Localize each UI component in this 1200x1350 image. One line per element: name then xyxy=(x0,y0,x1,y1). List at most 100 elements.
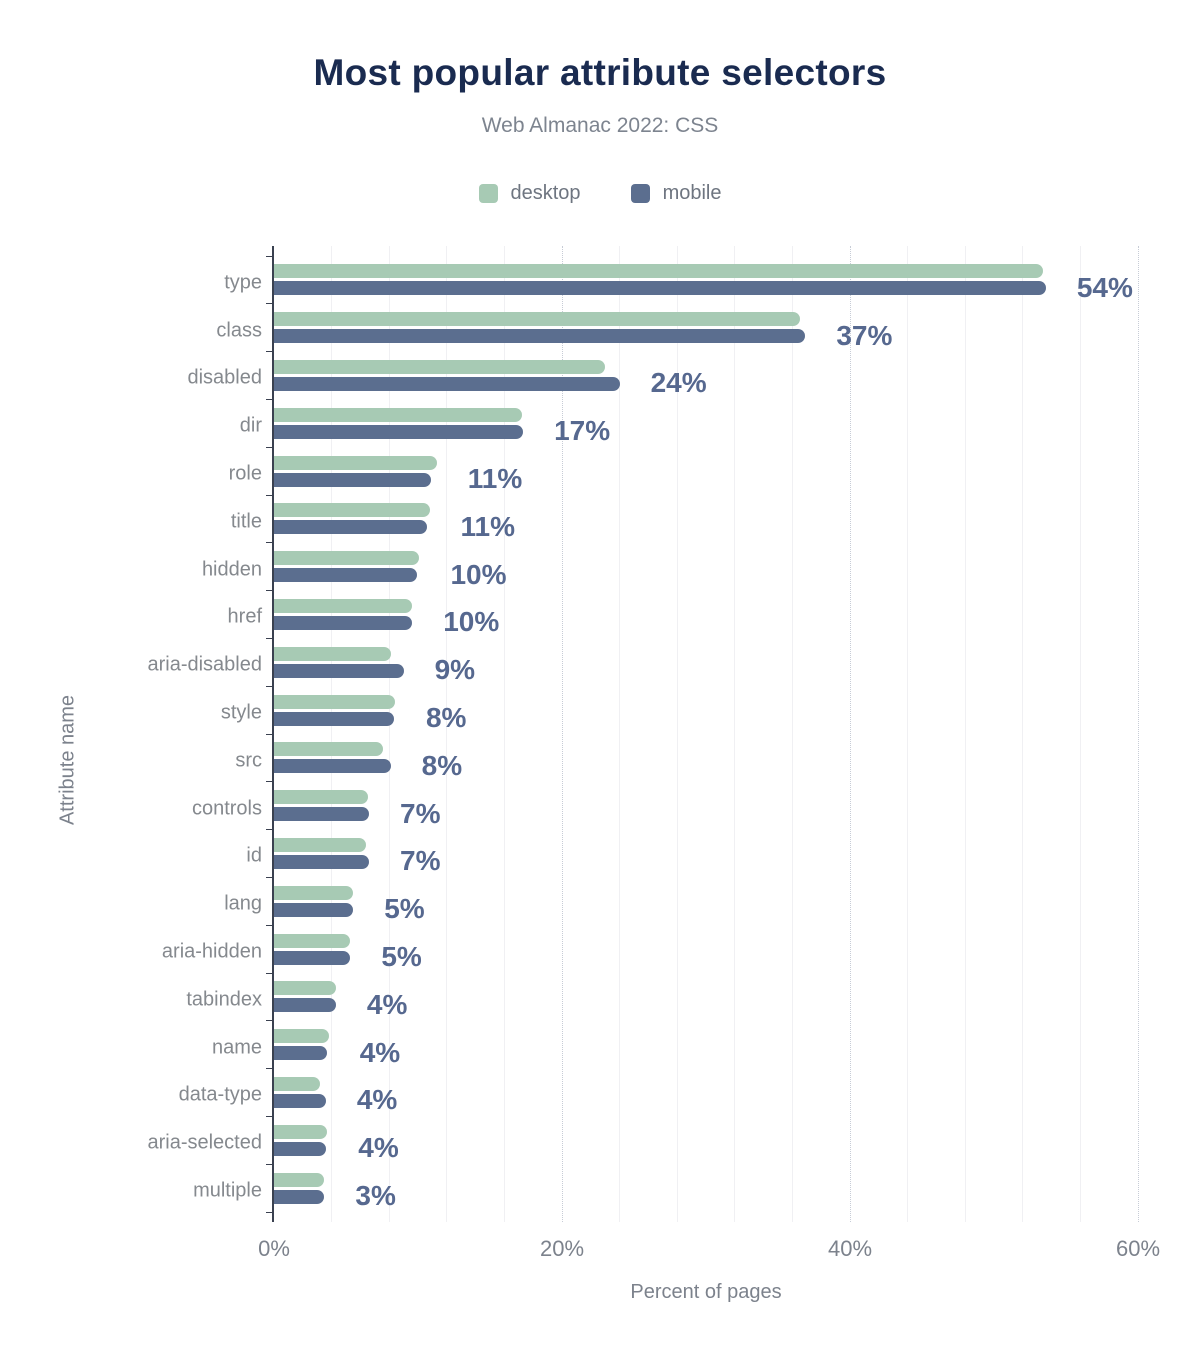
category-label: src xyxy=(235,749,262,772)
category-label: data-type xyxy=(178,1083,262,1106)
category-label: aria-disabled xyxy=(147,653,262,676)
category-label: hidden xyxy=(201,558,262,581)
value-label: 3% xyxy=(355,1180,396,1212)
bar-group-src: src 8% xyxy=(235,734,1138,782)
desktop-bar[interactable] xyxy=(274,312,800,327)
category-label: lang xyxy=(224,892,262,915)
minor-gridline xyxy=(791,246,793,1222)
legend-item-mobile[interactable]: mobile xyxy=(630,182,722,205)
mobile-bar[interactable] xyxy=(274,520,427,535)
y-axis-tick xyxy=(266,972,272,974)
bar-group-id: id 7% xyxy=(246,830,1138,878)
legend-item-desktop[interactable]: desktop xyxy=(478,182,581,205)
value-label: 8% xyxy=(421,749,463,781)
minor-gridline xyxy=(1079,246,1081,1222)
y-axis-tick xyxy=(266,446,272,448)
mobile-bar[interactable] xyxy=(274,376,620,391)
desktop-bar[interactable] xyxy=(274,359,606,374)
legend: desktop mobile xyxy=(0,182,1200,205)
y-axis-tick xyxy=(266,1163,272,1165)
y-axis-tick xyxy=(266,733,272,735)
mobile-bar[interactable] xyxy=(274,472,431,487)
desktop-bar[interactable] xyxy=(274,407,522,422)
minor-gridline xyxy=(907,246,909,1222)
mobile-bar[interactable] xyxy=(274,1141,326,1156)
value-label: 4% xyxy=(358,1132,399,1164)
desktop-bar[interactable] xyxy=(274,551,420,566)
value-label: 37% xyxy=(836,319,893,351)
mobile-bar[interactable] xyxy=(274,998,336,1013)
y-axis-tick xyxy=(266,255,272,257)
category-label: id xyxy=(246,844,262,867)
desktop-bar[interactable] xyxy=(274,790,368,805)
desktop-bar[interactable] xyxy=(274,742,384,757)
mobile-bar[interactable] xyxy=(274,663,404,678)
desktop-bar[interactable] xyxy=(274,1029,329,1044)
desktop-bar[interactable] xyxy=(274,264,1043,279)
mobile-bar[interactable] xyxy=(274,281,1046,296)
desktop-bar[interactable] xyxy=(274,1172,325,1187)
category-label: href xyxy=(227,605,262,628)
mobile-bar[interactable] xyxy=(274,1093,326,1108)
category-label: disabled xyxy=(187,366,262,389)
bar-group-multiple: multiple 3% xyxy=(193,1164,1138,1212)
desktop-bar[interactable] xyxy=(274,455,437,470)
y-axis-tick xyxy=(266,685,272,687)
y-axis-title: Attribute name xyxy=(56,694,79,826)
desktop-bar[interactable] xyxy=(274,1124,328,1139)
desktop-bar[interactable] xyxy=(274,981,336,996)
mobile-bar[interactable] xyxy=(274,902,354,917)
y-axis-tick xyxy=(266,494,272,496)
category-label: class xyxy=(216,319,262,342)
mobile-bar[interactable] xyxy=(274,854,370,869)
desktop-bar[interactable] xyxy=(274,646,391,661)
category-label: type xyxy=(224,271,262,294)
desktop-bar[interactable] xyxy=(274,837,367,852)
legend-label-mobile: mobile xyxy=(662,182,722,204)
x-axis-tick-label: 20% xyxy=(539,1236,585,1261)
minor-gridline xyxy=(734,246,736,1222)
category-label: title xyxy=(230,510,262,533)
minor-gridline xyxy=(331,246,333,1222)
y-axis-tick xyxy=(266,637,272,639)
mobile-bar[interactable] xyxy=(274,424,524,439)
value-label: 54% xyxy=(1076,271,1133,303)
bar-group-class: class 37% xyxy=(216,304,1138,352)
category-label: role xyxy=(228,462,262,485)
mobile-bar[interactable] xyxy=(274,329,806,344)
desktop-bar[interactable] xyxy=(274,503,430,518)
minor-gridline xyxy=(1022,246,1024,1222)
bar-group-role: role 11% xyxy=(229,447,1138,495)
bar-group-href: href 10% xyxy=(228,591,1138,639)
mobile-bar[interactable] xyxy=(274,1046,328,1061)
desktop-bar[interactable] xyxy=(274,1076,321,1091)
mobile-bar[interactable] xyxy=(274,568,417,583)
y-axis-tick xyxy=(266,1211,272,1213)
bar-group-tabindex: tabindex 4% xyxy=(186,973,1138,1021)
bar-group-aria-selected: aria-selected 4% xyxy=(147,1116,1138,1164)
mobile-bar[interactable] xyxy=(274,807,370,822)
minor-gridline xyxy=(964,246,966,1222)
category-label: controls xyxy=(191,797,262,820)
minor-gridline xyxy=(388,246,390,1222)
minor-gridline xyxy=(619,246,621,1222)
desktop-bar[interactable] xyxy=(274,885,354,900)
desktop-bar[interactable] xyxy=(274,933,351,948)
mobile-bar[interactable] xyxy=(274,615,413,630)
value-label: 8% xyxy=(425,702,467,734)
value-label: 10% xyxy=(450,558,507,590)
value-label: 11% xyxy=(460,510,516,542)
x-axis-tick-label: 60% xyxy=(1115,1236,1161,1261)
bar-group-aria-hidden: aria-hidden 5% xyxy=(162,925,1138,973)
mobile-bar[interactable] xyxy=(274,1189,325,1204)
mobile-bar[interactable] xyxy=(274,950,351,965)
y-axis-tick xyxy=(266,398,272,400)
mobile-bar[interactable] xyxy=(274,759,391,774)
value-label: 4% xyxy=(356,1084,398,1116)
bar-group-controls: controls 7% xyxy=(192,782,1138,830)
bar-group-dir: dir 17% xyxy=(240,399,1138,447)
value-label: 4% xyxy=(359,1036,401,1068)
desktop-bar[interactable] xyxy=(274,694,395,709)
mobile-bar[interactable] xyxy=(274,711,394,726)
desktop-bar[interactable] xyxy=(274,598,413,613)
